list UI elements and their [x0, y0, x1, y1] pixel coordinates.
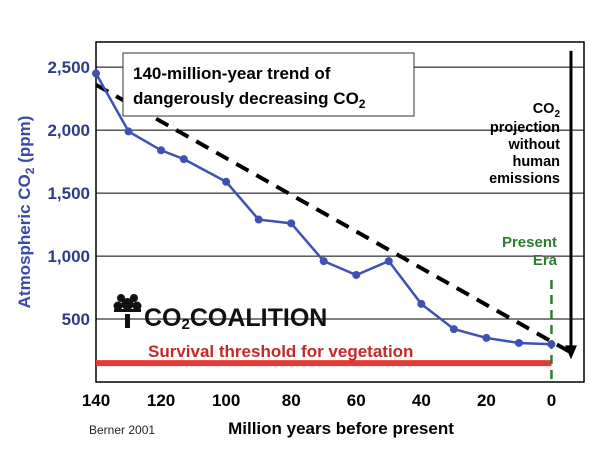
- data-point: [157, 146, 166, 155]
- chart-title-line2: dangerously decreasing CO2: [133, 89, 366, 111]
- data-point: [514, 338, 523, 347]
- co2-coalition-logo: CO2COALITION: [113, 294, 327, 333]
- x-axis-label: Million years before present: [228, 419, 454, 438]
- chart-title-line1: 140-million-year trend of: [133, 64, 331, 83]
- data-point: [417, 299, 426, 308]
- data-point: [222, 177, 231, 186]
- x-tick-label: 140: [82, 391, 110, 410]
- present-era-label: Present: [502, 234, 557, 251]
- x-tick-labels: 140 120 100 80 60 40 20 0: [82, 391, 556, 410]
- tree-icon: [113, 294, 142, 328]
- y-axis-label: Atmospheric CO2 (ppm): [15, 116, 37, 309]
- projection-label-2: without: [507, 137, 560, 153]
- y-tick-label: 500: [62, 310, 90, 329]
- data-point: [352, 270, 361, 279]
- x-tick-label: 120: [147, 391, 175, 410]
- present-era-label-2: Era: [533, 252, 558, 269]
- projection-label-4: emissions: [489, 171, 560, 187]
- projection-label-1: projection: [490, 120, 560, 136]
- data-point: [547, 340, 556, 349]
- data-point: [384, 257, 393, 266]
- source-citation: Berner 2001: [89, 423, 155, 437]
- x-tick-label: 80: [282, 391, 301, 410]
- y-tick-label: 1,500: [47, 184, 90, 203]
- y-tick-label: 2,000: [47, 121, 90, 140]
- data-point: [482, 333, 491, 342]
- data-point: [124, 127, 133, 136]
- data-point: [449, 325, 458, 334]
- x-tick-label: 0: [547, 391, 556, 410]
- projection-label-3: human: [512, 154, 560, 170]
- y-tick-label: 1,000: [47, 247, 90, 266]
- data-point: [254, 215, 263, 224]
- x-tick-label: 60: [347, 391, 366, 410]
- projection-label-co2: CO2: [533, 101, 561, 120]
- x-tick-label: 20: [477, 391, 496, 410]
- logo-text: CO2COALITION: [144, 304, 327, 333]
- x-tick-label: 40: [412, 391, 431, 410]
- y-tick-labels: 500 1,000 1,500 2,000 2,500: [47, 58, 90, 329]
- data-point: [319, 257, 328, 266]
- x-tick-label: 100: [212, 391, 240, 410]
- data-point: [287, 219, 296, 228]
- title-box: [122, 52, 415, 117]
- co2-series-points: [92, 69, 556, 349]
- y-tick-label: 2,500: [47, 58, 90, 77]
- data-point: [92, 69, 100, 78]
- data-point: [179, 155, 188, 164]
- survival-threshold-label: Survival threshold for vegetation: [148, 342, 413, 361]
